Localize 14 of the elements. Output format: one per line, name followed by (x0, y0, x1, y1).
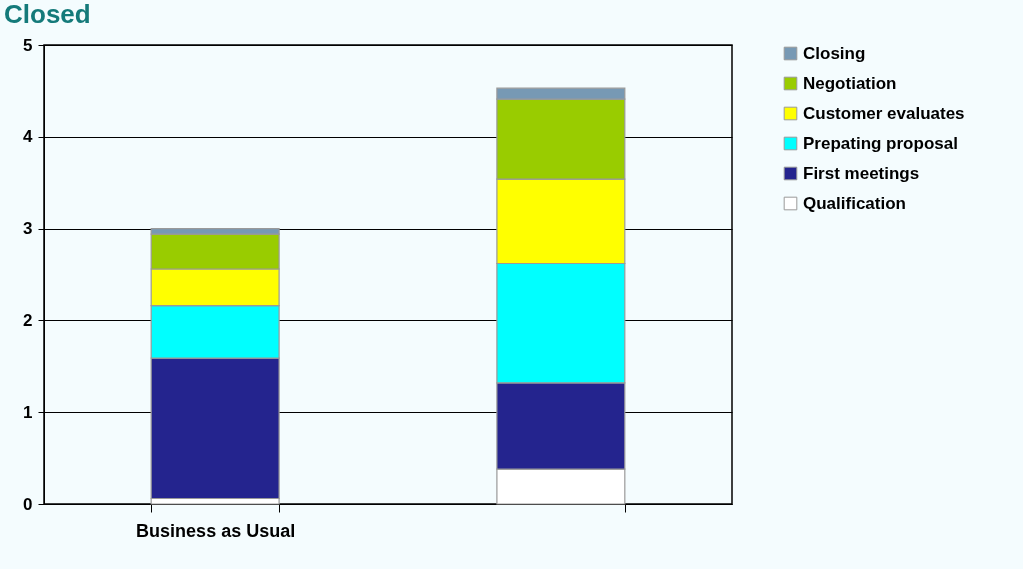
y-tick-label: 2 (23, 310, 33, 330)
y-tick-label: 5 (23, 35, 33, 55)
legend-label: Qualification (803, 193, 906, 213)
y-tick-label: 3 (23, 219, 33, 239)
y-tick-label: 1 (23, 402, 33, 422)
legend-label: Customer evaluates (803, 103, 965, 123)
y-tick-label: 0 (23, 494, 33, 514)
legend-label: First meetings (803, 163, 920, 183)
legend-label: Closing (803, 43, 866, 63)
x-tick-label: Business as Usual (136, 520, 296, 541)
legend-label: Prepating proposal (803, 133, 958, 153)
chart-title: Closed (4, 0, 91, 29)
y-tick-label: 4 (23, 127, 34, 147)
legend-label: Negotiation (803, 73, 897, 93)
